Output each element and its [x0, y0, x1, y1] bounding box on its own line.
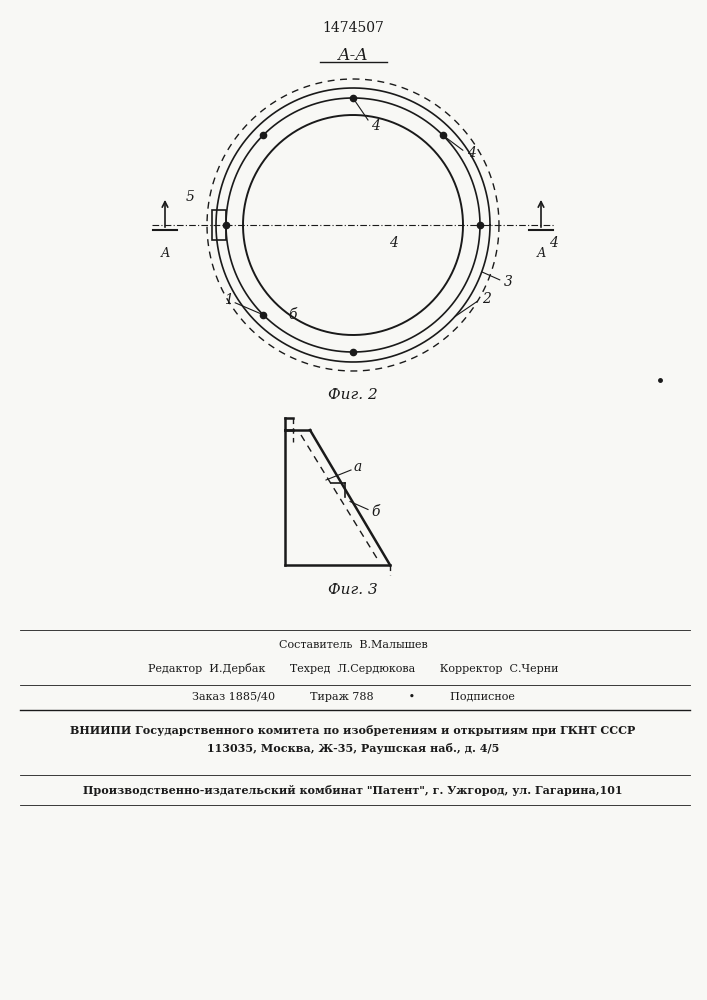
Text: Фиг. 3: Фиг. 3 — [328, 583, 378, 597]
Text: 4: 4 — [389, 236, 397, 250]
Text: А-А: А-А — [337, 46, 368, 64]
Text: 4: 4 — [467, 146, 476, 160]
Text: Редактор  И.Дербак       Техред  Л.Сердюкова       Корректор  С.Черни: Редактор И.Дербак Техред Л.Сердюкова Кор… — [148, 662, 559, 674]
Text: б: б — [371, 504, 380, 518]
Text: 1: 1 — [223, 293, 233, 307]
Text: а: а — [354, 460, 362, 474]
Text: 2: 2 — [481, 292, 491, 306]
Text: Производственно-издательский комбинат "Патент", г. Ужгород, ул. Гагарина,101: Производственно-издательский комбинат "П… — [83, 784, 623, 796]
Text: Фиг. 2: Фиг. 2 — [328, 388, 378, 402]
Text: 4: 4 — [549, 236, 558, 250]
Bar — [212, 210, 226, 240]
Text: Заказ 1885/40          Тираж 788          •          Подписное: Заказ 1885/40 Тираж 788 • Подписное — [192, 692, 515, 702]
Text: 113035, Москва, Ж-35, Раушская наб., д. 4/5: 113035, Москва, Ж-35, Раушская наб., д. … — [207, 742, 499, 754]
Text: ВНИИПИ Государственного комитета по изобретениям и открытиям при ГКНТ СССР: ВНИИПИ Государственного комитета по изоб… — [71, 724, 636, 736]
Text: А: А — [536, 247, 546, 260]
Text: 4: 4 — [371, 119, 380, 133]
Text: 3: 3 — [504, 275, 513, 289]
Text: А: А — [160, 247, 170, 260]
Text: б: б — [288, 308, 297, 322]
Text: Составитель  В.Малышев: Составитель В.Малышев — [279, 640, 427, 650]
Text: 5: 5 — [185, 190, 194, 204]
Text: 1474507: 1474507 — [322, 21, 384, 35]
